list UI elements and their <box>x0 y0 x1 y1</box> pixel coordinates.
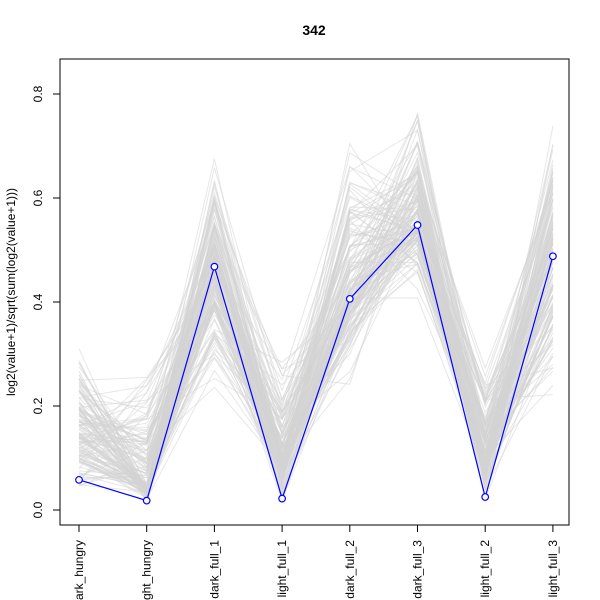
chart-title: 342 <box>302 22 326 38</box>
x-axis: ark_hungry ght_hungry dark_full_1 light_ful… <box>72 524 560 600</box>
x-tick-label: dark_full_1 <box>207 540 221 599</box>
background-series-line <box>78 238 554 471</box>
x-tick-label: dark_full_2 <box>343 540 357 599</box>
highlight-series-line <box>78 223 554 502</box>
highlight-series <box>75 221 557 505</box>
highlight-point <box>75 475 83 484</box>
highlight-point <box>345 294 354 303</box>
x-tick-label: light_full_1 <box>275 540 289 598</box>
y-tick-label: 0.0 <box>31 501 45 518</box>
x-tick-label: light_full_3 <box>546 540 560 598</box>
y-tick-label: 0.2 <box>31 397 45 414</box>
highlight-point <box>481 493 490 501</box>
x-tick-label: ark_hungry <box>72 540 86 600</box>
background-series-line <box>78 172 554 502</box>
y-tick-label: 0.4 <box>31 293 45 310</box>
highlight-point <box>142 496 151 505</box>
background-series-line <box>78 119 554 490</box>
background-series-line <box>78 151 554 482</box>
highlight-point <box>549 252 557 261</box>
background-series-lines <box>78 112 554 505</box>
background-series-line <box>78 170 554 467</box>
y-tick-label: 0.6 <box>31 189 45 206</box>
highlight-point <box>210 262 219 271</box>
y-axis-label: log2(value+1)/sqrt(sum(log2(value+1))) <box>4 188 18 396</box>
x-tick-label: ght_hungry <box>140 540 154 600</box>
y-tick-label: 0.8 <box>31 85 45 102</box>
background-series-line <box>78 221 554 491</box>
highlight-point <box>413 221 422 229</box>
background-series-line <box>78 188 554 488</box>
x-tick-label: dark_full_3 <box>411 540 425 599</box>
y-axis: 0.0 0.2 0.4 0.6 0.8 <box>31 85 61 518</box>
x-tick-label: light_full_2 <box>478 540 492 598</box>
highlight-point <box>278 494 287 503</box>
background-series-line <box>78 210 554 489</box>
